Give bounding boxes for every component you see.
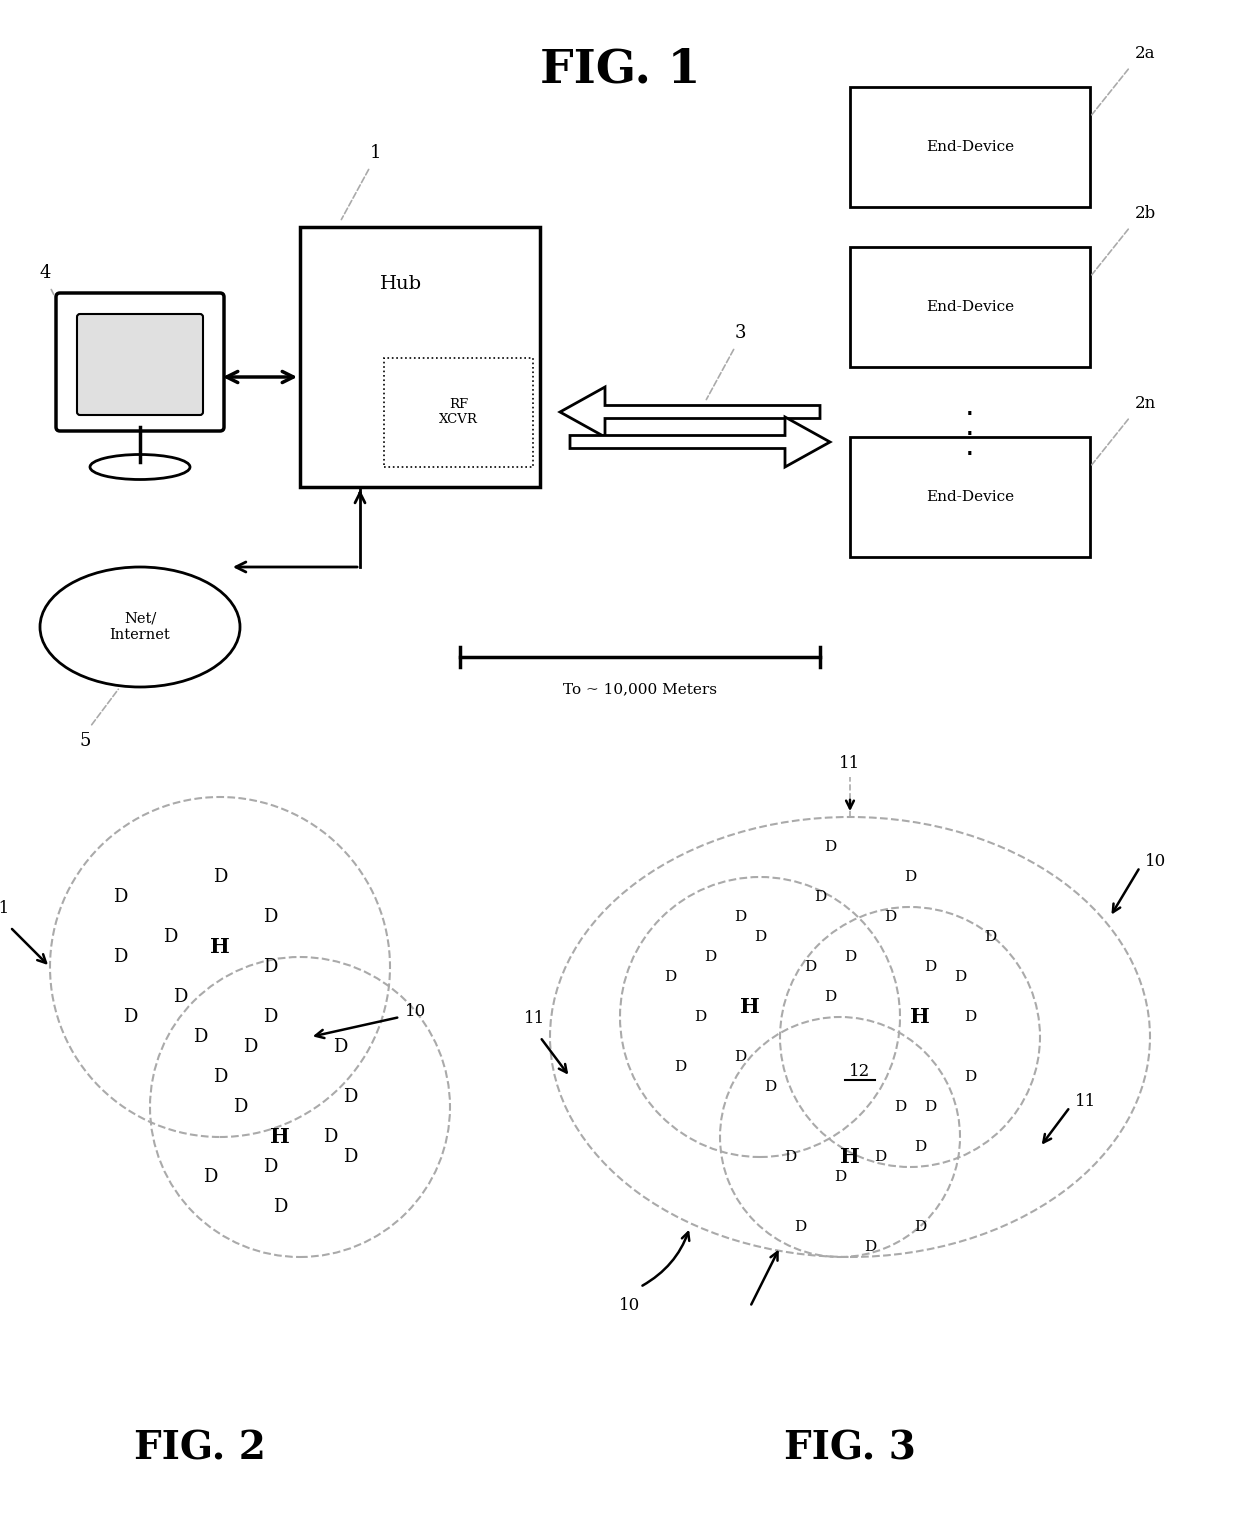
Text: D: D (864, 1240, 877, 1254)
Text: D: D (874, 1150, 887, 1164)
Ellipse shape (91, 455, 190, 480)
Text: D: D (924, 1100, 936, 1114)
Text: .: . (965, 392, 975, 421)
Text: D: D (243, 1037, 257, 1056)
FancyBboxPatch shape (77, 314, 203, 415)
Text: End-Device: End-Device (926, 490, 1014, 504)
Text: D: D (784, 1150, 796, 1164)
Text: D: D (734, 1050, 746, 1064)
Text: D: D (894, 1100, 906, 1114)
Text: 10: 10 (1145, 853, 1167, 870)
Text: D: D (813, 890, 826, 904)
Text: 11: 11 (525, 1010, 546, 1027)
Text: D: D (263, 1008, 278, 1027)
Polygon shape (560, 387, 820, 437)
Text: D: D (924, 961, 936, 974)
Text: D: D (833, 1170, 846, 1183)
Text: 5: 5 (79, 732, 91, 750)
Text: 10: 10 (405, 1004, 427, 1021)
Text: Net/
Internet: Net/ Internet (109, 612, 170, 642)
Text: D: D (734, 910, 746, 924)
Text: D: D (983, 930, 996, 944)
Text: .: . (965, 432, 975, 461)
Text: D: D (233, 1097, 247, 1116)
Text: End-Device: End-Device (926, 300, 1014, 314)
Text: 4: 4 (40, 264, 51, 281)
Text: D: D (263, 908, 278, 925)
Text: D: D (704, 950, 717, 964)
Text: D: D (694, 1010, 706, 1024)
Bar (384, 358, 533, 467)
Text: D: D (904, 870, 916, 884)
Text: 2n: 2n (1135, 395, 1156, 412)
Text: D: D (963, 1070, 976, 1084)
Text: RF
XCVR: RF XCVR (439, 398, 477, 426)
Text: 3: 3 (734, 324, 745, 343)
Text: FIG. 1: FIG. 1 (539, 48, 701, 94)
Bar (849, 247, 1090, 367)
Text: D: D (113, 888, 128, 905)
Text: H: H (740, 998, 760, 1017)
Text: To ~ 10,000 Meters: To ~ 10,000 Meters (563, 682, 717, 696)
Text: D: D (844, 950, 856, 964)
Text: D: D (113, 948, 128, 965)
Text: 11: 11 (839, 755, 861, 772)
Bar (849, 437, 1090, 556)
Text: D: D (673, 1061, 686, 1074)
Text: H: H (910, 1007, 930, 1027)
Text: D: D (172, 988, 187, 1007)
Bar (300, 227, 539, 487)
Text: D: D (203, 1168, 217, 1187)
Text: D: D (273, 1197, 288, 1216)
Text: D: D (213, 1068, 227, 1087)
Text: D: D (263, 1157, 278, 1176)
Text: D: D (823, 841, 836, 855)
Text: 11: 11 (1075, 1093, 1096, 1111)
Text: 10: 10 (619, 1297, 641, 1314)
Text: .: . (965, 412, 975, 441)
Bar (849, 88, 1090, 207)
Text: D: D (914, 1140, 926, 1154)
Polygon shape (570, 417, 830, 467)
Text: Hub: Hub (379, 275, 422, 294)
Text: H: H (270, 1127, 290, 1147)
Text: D: D (263, 958, 278, 976)
Text: D: D (963, 1010, 976, 1024)
Text: 11: 11 (0, 901, 11, 918)
Text: D: D (794, 1220, 806, 1234)
Text: D: D (342, 1088, 357, 1107)
Text: D: D (192, 1028, 207, 1047)
Text: D: D (823, 990, 836, 1004)
Text: D: D (332, 1037, 347, 1056)
Text: D: D (663, 970, 676, 984)
Text: D: D (342, 1148, 357, 1167)
Text: H: H (210, 938, 229, 958)
Text: 12: 12 (849, 1064, 870, 1081)
Text: D: D (804, 961, 816, 974)
Text: 2a: 2a (1135, 45, 1156, 61)
FancyBboxPatch shape (56, 294, 224, 430)
Text: End-Device: End-Device (926, 140, 1014, 154)
Text: 1: 1 (370, 144, 381, 161)
Text: D: D (764, 1081, 776, 1094)
Text: D: D (162, 928, 177, 945)
Text: D: D (213, 868, 227, 885)
Text: H: H (839, 1147, 859, 1167)
Text: D: D (754, 930, 766, 944)
Ellipse shape (40, 567, 241, 687)
Text: D: D (123, 1008, 138, 1027)
Text: D: D (322, 1128, 337, 1147)
Text: FIG. 3: FIG. 3 (784, 1429, 916, 1466)
Text: D: D (954, 970, 966, 984)
Text: FIG. 2: FIG. 2 (134, 1429, 265, 1466)
Text: 2b: 2b (1135, 204, 1156, 221)
Text: D: D (914, 1220, 926, 1234)
Text: D: D (884, 910, 897, 924)
